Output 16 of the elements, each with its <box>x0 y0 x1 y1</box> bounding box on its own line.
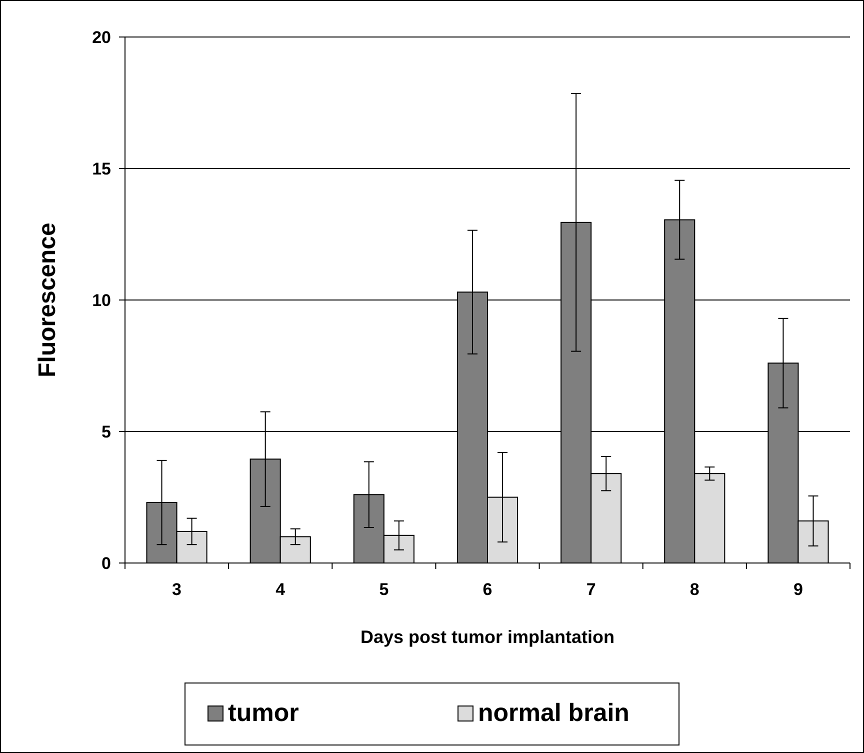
legend-label: tumor <box>228 699 300 727</box>
y-tick-label: 15 <box>92 159 111 178</box>
x-tick-label: 8 <box>690 580 700 599</box>
y-tick-label: 0 <box>102 554 111 573</box>
y-tick-label: 10 <box>92 290 111 310</box>
x-tick-label: 7 <box>586 580 596 599</box>
y-tick-label: 20 <box>92 28 111 47</box>
legend-label: normal brain <box>478 699 630 727</box>
x-tick-label: 5 <box>379 580 389 599</box>
x-tick-label: 9 <box>793 580 803 599</box>
x-axis-title: Days post tumor implantation <box>360 627 615 647</box>
x-tick-label: 6 <box>482 580 492 599</box>
y-tick-label: 5 <box>102 422 111 442</box>
x-tick-label: 3 <box>172 580 182 599</box>
y-axis-title: Fluorescence <box>34 222 61 378</box>
x-tick-label: 4 <box>276 580 286 599</box>
